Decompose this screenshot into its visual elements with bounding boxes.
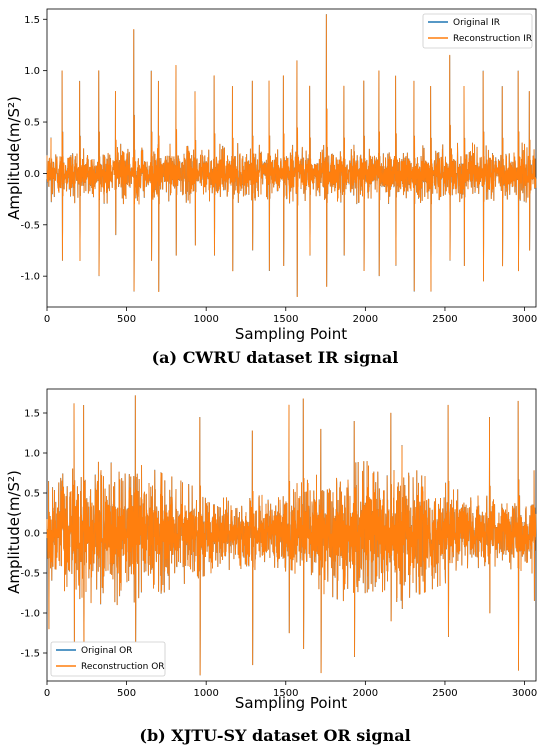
x-tick-label: 0 xyxy=(44,314,50,325)
panel-a-chart: 0 500 1000 1500 2000 2500 3000 -1.0 -0.5 0.0 0.5 1.… xyxy=(5,8,537,367)
panel-b-caption-tag: b xyxy=(147,726,158,745)
y-tick-label: -1.0 xyxy=(20,609,40,620)
panel-a-ticks: 0 500 1000 1500 2000 2500 3000 -1.0 -0.5 0.0 0.5 1.… xyxy=(20,15,537,325)
panel-b-x-axis-label: Sampling Point xyxy=(235,694,347,712)
panel-b-caption-text: XJTU-SY dataset OR signal xyxy=(166,726,411,745)
panel-a-x-axis-label: Sampling Point xyxy=(235,325,347,343)
y-tick-label: -1.0 xyxy=(20,272,40,283)
panel-b-ticks: 0 500 1000 1500 2000 2500 3000 -1.5 -1.0 -0.5 0.0 0… xyxy=(20,409,537,700)
panel-a-caption-tag: a xyxy=(159,348,169,367)
x-tick-label: 500 xyxy=(117,688,136,699)
panel-a-caption-text: CWRU dataset IR signal xyxy=(177,348,398,367)
y-tick-label: 0.5 xyxy=(24,118,40,129)
panel-b-series xyxy=(46,395,537,676)
x-tick-label: 3000 xyxy=(512,314,537,325)
panel-b-legend-box xyxy=(50,641,166,677)
x-tick-label: 1000 xyxy=(193,314,218,325)
panel-b-chart: 0 500 1000 1500 2000 2500 3000 -1.5 -1.0 -0.5 0.0 0… xyxy=(5,388,537,745)
panel-a-y-axis-label: Amplitude(m/S²) xyxy=(5,96,23,220)
legend-label-reconstruction-or: Reconstruction OR xyxy=(81,662,165,672)
x-tick-label: 1500 xyxy=(273,688,298,699)
panel-a-series xyxy=(46,14,537,298)
legend-label-original-ir: Original IR xyxy=(453,18,500,28)
y-tick-label: 1.0 xyxy=(24,449,40,460)
series-line-reconstruction-ir xyxy=(46,14,537,298)
x-tick-label: 2000 xyxy=(353,688,378,699)
y-tick-label: 1.5 xyxy=(24,409,40,420)
panel-a-legend-box xyxy=(422,13,533,49)
y-tick-label: 0.5 xyxy=(24,489,40,500)
panel-a-caption: (a) CWRU dataset IR signal xyxy=(152,348,399,367)
y-tick-label: 1.0 xyxy=(24,66,40,77)
y-tick-label: 1.5 xyxy=(24,15,40,26)
legend-label-reconstruction-ir: Reconstruction IR xyxy=(453,34,532,44)
y-tick-label: 0.0 xyxy=(24,529,40,540)
x-tick-label: 3000 xyxy=(512,688,537,699)
panel-b-legend: Original OR Reconstruction OR xyxy=(50,641,166,677)
legend-label-original-or: Original OR xyxy=(81,646,132,656)
x-tick-label: 0 xyxy=(44,688,50,699)
y-tick-label: -0.5 xyxy=(20,220,40,231)
x-tick-label: 2000 xyxy=(353,314,378,325)
series-line-reconstruction-or xyxy=(46,395,537,676)
y-tick-label: -1.5 xyxy=(20,649,40,660)
x-tick-label: 1000 xyxy=(193,688,218,699)
y-tick-label: 0.0 xyxy=(24,169,40,180)
x-tick-label: 2500 xyxy=(432,688,457,699)
y-tick-label: -0.5 xyxy=(20,569,40,580)
panel-a-legend: Original IR Reconstruction IR xyxy=(422,13,533,49)
x-tick-label: 2500 xyxy=(432,314,457,325)
panel-b-y-axis-label: Amplitude(m/S²) xyxy=(5,470,23,594)
panel-b-caption: (b) XJTU-SY dataset OR signal xyxy=(139,726,410,745)
x-tick-label: 1500 xyxy=(273,314,298,325)
x-tick-label: 500 xyxy=(117,314,136,325)
